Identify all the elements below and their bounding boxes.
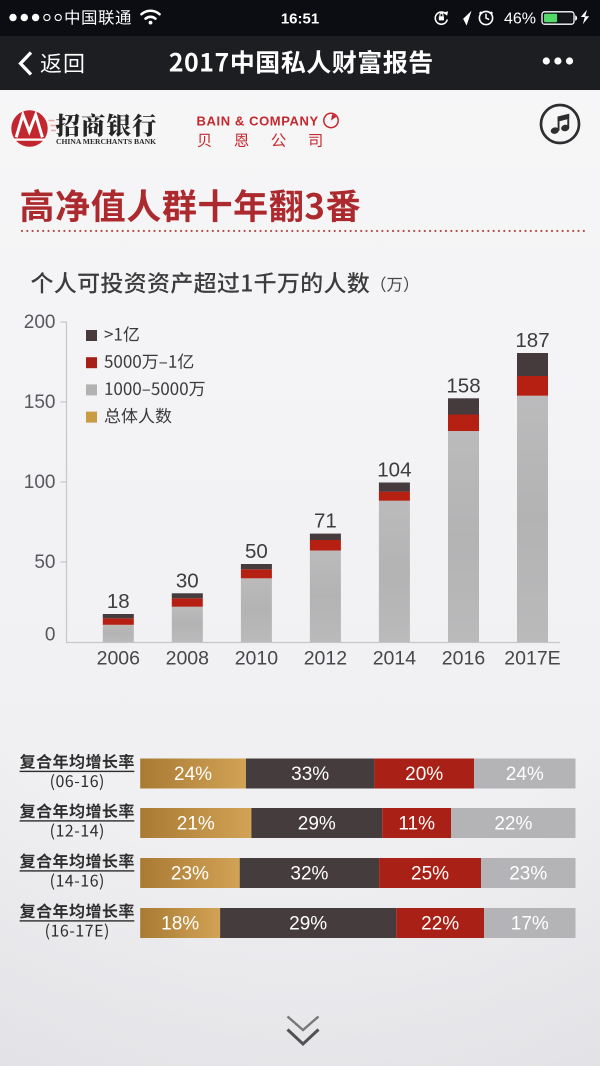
svg-text:0: 0	[45, 625, 56, 646]
svg-text:104: 104	[377, 459, 411, 482]
svg-text:18%: 18%	[161, 914, 199, 935]
svg-text:2010: 2010	[235, 648, 279, 670]
svg-text:29%: 29%	[298, 814, 336, 835]
svg-text:2016: 2016	[442, 648, 485, 670]
svg-text:20%: 20%	[405, 764, 443, 785]
svg-text:11%: 11%	[398, 814, 435, 835]
svg-text:50: 50	[34, 552, 55, 573]
svg-text:2006: 2006	[97, 648, 140, 670]
svg-text:21%: 21%	[177, 814, 215, 835]
svg-text:2008: 2008	[166, 648, 209, 670]
svg-text:24%: 24%	[506, 764, 544, 785]
svg-text:2012: 2012	[304, 648, 347, 670]
svg-text:29%: 29%	[289, 914, 327, 935]
svg-text:100: 100	[24, 472, 56, 493]
svg-text:17%: 17%	[511, 914, 549, 935]
svg-text:24%: 24%	[174, 764, 212, 785]
svg-text:30: 30	[176, 569, 199, 592]
svg-text:2017E: 2017E	[504, 648, 560, 670]
svg-text:50: 50	[245, 540, 268, 563]
svg-text:71: 71	[314, 510, 337, 533]
svg-text:18: 18	[107, 590, 130, 613]
svg-text:22%: 22%	[494, 814, 532, 835]
svg-text:BAIN & COMPANY: BAIN & COMPANY	[197, 114, 319, 129]
svg-text:CHINA MERCHANTS BANK: CHINA MERCHANTS BANK	[56, 137, 156, 146]
svg-text:23%: 23%	[509, 864, 547, 885]
svg-text:32%: 32%	[290, 864, 328, 885]
svg-text:200: 200	[24, 312, 56, 333]
svg-text:158: 158	[446, 374, 480, 397]
svg-text:22%: 22%	[421, 914, 459, 935]
svg-text:23%: 23%	[171, 864, 209, 885]
svg-text:150: 150	[24, 392, 56, 413]
svg-text:16:51: 16:51	[281, 11, 319, 28]
svg-text:2014: 2014	[373, 648, 417, 670]
svg-text:25%: 25%	[411, 864, 449, 885]
svg-text:33%: 33%	[291, 764, 329, 785]
svg-text:46%: 46%	[504, 11, 536, 28]
svg-text:187: 187	[515, 329, 549, 352]
